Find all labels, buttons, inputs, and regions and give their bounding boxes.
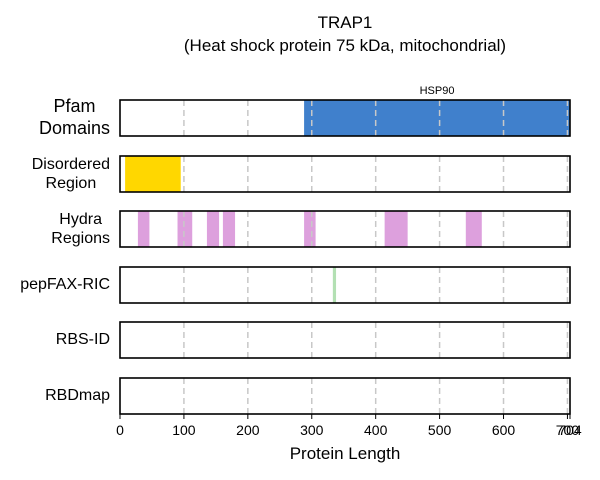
track-label-rbs-id: RBS-ID	[55, 331, 110, 349]
track-label-disordered-region: Disordered Region	[31, 155, 110, 192]
segment-hydra-regions-3	[222, 211, 236, 247]
track-frame-disordered-region	[119, 155, 571, 193]
x-tick-label: 400	[364, 422, 388, 438]
track-label-hydra-regions: Hydra Regions	[51, 210, 110, 247]
track-label-pfam-domains: Pfam Domains	[38, 96, 110, 138]
track-label-rbdmap: RBDmap	[45, 387, 110, 405]
x-tick-label: 500	[428, 422, 452, 438]
chart-subtitle: (Heat shock protein 75 kDa, mitochondria…	[183, 36, 507, 55]
x-tick-label: 300	[300, 422, 324, 438]
x-tick-label: 704	[558, 422, 582, 438]
segment-hydra-regions-5	[384, 211, 408, 247]
track-frame-rbs-id	[119, 321, 571, 359]
x-tick-label: 600	[492, 422, 516, 438]
track-frame-pepfax-ric	[119, 266, 571, 304]
segment-hydra-regions-2	[206, 211, 220, 247]
x-tick-label: 0	[116, 422, 124, 438]
segment-annotation-pfam-domains: HSP90	[420, 85, 455, 97]
x-tick-label: 100	[172, 422, 196, 438]
track-frame-hydra-regions	[119, 210, 571, 248]
segment-pepfax-ric-0	[332, 267, 337, 303]
segment-hydra-regions-1	[177, 211, 193, 247]
segment-hydra-regions-4	[304, 211, 316, 247]
track-label-pepfax-ric: pepFAX-RIC	[20, 276, 110, 294]
x-tick-label: 200	[236, 422, 260, 438]
segment-hydra-regions-0	[137, 211, 150, 247]
segment-hydra-regions-6	[465, 211, 482, 247]
x-axis-label: Protein Length	[289, 444, 401, 463]
track-frame-rbdmap	[119, 377, 571, 415]
segment-pfam-domains-0	[304, 100, 570, 136]
chart-title: TRAP1	[317, 13, 373, 32]
x-tick-label: 700	[556, 422, 580, 438]
segment-disordered-region-0	[125, 156, 181, 192]
track-frame-pfam-domains	[119, 99, 571, 137]
